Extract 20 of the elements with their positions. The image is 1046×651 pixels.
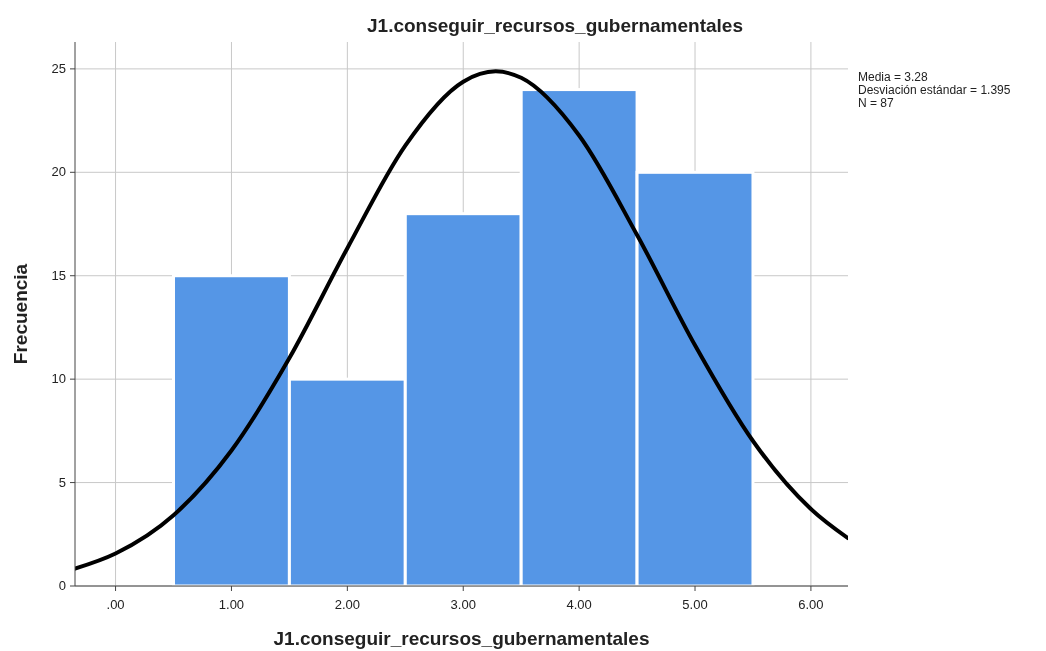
x-tick-label: 1.00 (218, 597, 245, 612)
text: N = 87 (858, 96, 895, 110)
line-series (75, 69, 848, 571)
text: Media = 3.28 (858, 70, 929, 84)
x-axis-title: J1.conseguir_recursos_gubernamentales (273, 628, 650, 649)
y-tick-label: 0 (58, 578, 66, 593)
x-tick-label: 2.00 (334, 597, 360, 612)
text: Desviación estándar = 1.395 (858, 83, 1011, 97)
y-tick-label: 5 (58, 474, 66, 490)
x-tick-label: .00 (106, 597, 125, 612)
x-tick-label: 3.00 (450, 597, 476, 612)
y-tick-label: 25 (51, 60, 66, 76)
x-tick-label: 5.00 (682, 597, 708, 612)
y-tick-label: 10 (51, 371, 66, 387)
x-tick-label: 6.00 (798, 597, 824, 612)
x-tick-label: 4.00 (566, 597, 592, 612)
y-tick-label: 15 (51, 267, 66, 283)
chart-title: J1.conseguir_recursos_gubernamentales (367, 15, 743, 36)
y-tick-label: 20 (51, 164, 66, 180)
y-axis-title: Frecuencia (10, 263, 31, 365)
